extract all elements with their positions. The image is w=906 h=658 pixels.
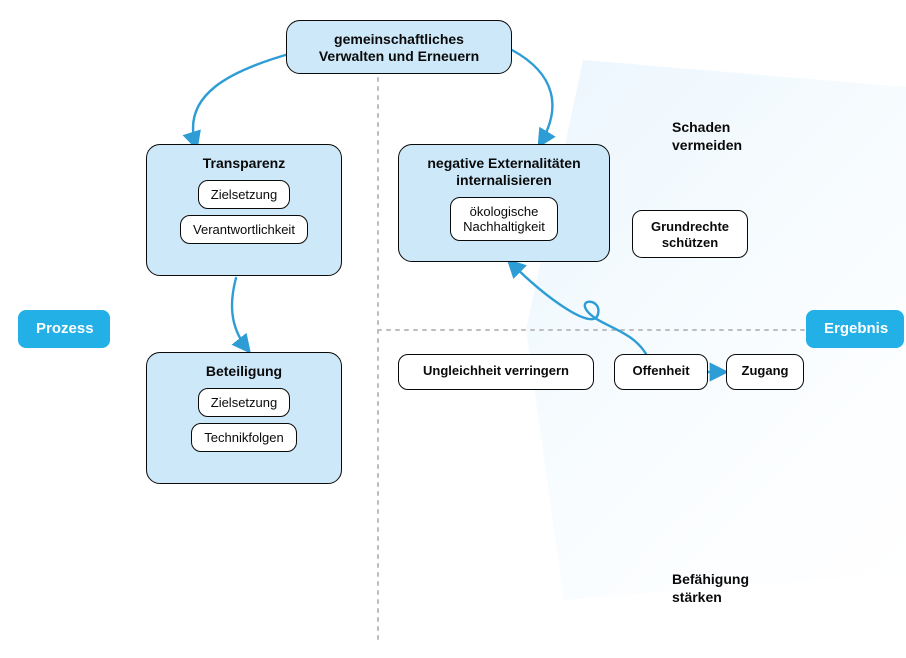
arrow-top-to-negext [512, 50, 552, 144]
node-gemeinschaftlich: gemeinschaftlichesVerwalten und Erneuern [286, 20, 512, 74]
node-title: Beteiligung [155, 363, 333, 380]
arrow-transparenz-to-beteiligung [232, 278, 248, 350]
sub-oekologisch: ökologischeNachhaltigkeit [450, 197, 558, 241]
axis-label-ergebnis: Ergebnis [806, 310, 904, 348]
node-zugang: Zugang [726, 354, 804, 390]
node-neg-externalitaeten: negative Externalitäteninternalisieren ö… [398, 144, 610, 262]
sub-verantwortlichkeit: Verantwortlichkeit [180, 215, 308, 244]
node-ungleichheit: Ungleichheit verringern [398, 354, 594, 390]
node-title: Transparenz [155, 155, 333, 172]
node-title: gemeinschaftlichesVerwalten und Erneuern [295, 31, 503, 65]
axis-label-prozess: Prozess [18, 310, 110, 348]
node-transparenz: Transparenz Zielsetzung Verantwortlichke… [146, 144, 342, 276]
node-beteiligung: Beteiligung Zielsetzung Technikfolgen [146, 352, 342, 484]
quadrant-label-schaden: Schaden vermeiden [672, 118, 742, 154]
sub-zielsetzung: Zielsetzung [198, 180, 290, 209]
arrow-top-to-transparenz [193, 52, 296, 146]
sub-technikfolgen: Technikfolgen [191, 423, 297, 452]
node-title: negative Externalitäteninternalisieren [407, 155, 601, 189]
quadrant-label-befaehigung: Befähigung stärken [672, 570, 749, 606]
node-offenheit: Offenheit [614, 354, 708, 390]
node-grundrechte: Grundrechte schützen [632, 210, 748, 258]
sub-zielsetzung: Zielsetzung [198, 388, 290, 417]
